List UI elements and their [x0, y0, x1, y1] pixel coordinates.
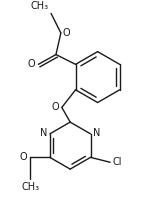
Text: O: O	[28, 59, 35, 69]
Text: Cl: Cl	[112, 157, 122, 167]
Text: N: N	[40, 128, 47, 138]
Text: N: N	[93, 128, 101, 138]
Text: CH₃: CH₃	[31, 2, 49, 12]
Text: O: O	[63, 28, 70, 38]
Text: O: O	[51, 102, 59, 112]
Text: CH₃: CH₃	[21, 182, 39, 192]
Text: O: O	[20, 152, 27, 162]
